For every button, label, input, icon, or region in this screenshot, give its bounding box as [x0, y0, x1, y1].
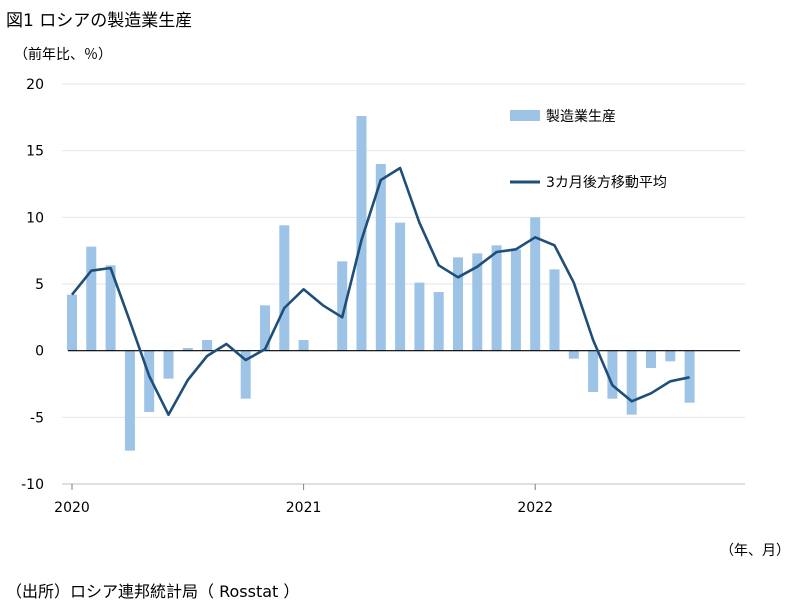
moving-average-line	[70, 166, 690, 417]
y-axis-unit: （前年比、％）	[14, 47, 112, 63]
bar	[510, 249, 521, 351]
bar	[279, 225, 290, 351]
bar	[453, 257, 463, 351]
bar	[530, 217, 541, 351]
line-series	[70, 166, 690, 417]
bar-series	[67, 116, 695, 451]
bar	[260, 305, 270, 351]
bar	[86, 246, 97, 351]
chart-title: 図1 ロシアの製造業生産	[6, 11, 193, 31]
x-tick-label: 2022	[517, 500, 553, 516]
x-tick-label: 2021	[286, 500, 322, 516]
bar	[395, 222, 406, 351]
y-tick-label: 0	[35, 344, 44, 360]
bar	[588, 350, 599, 392]
bar	[124, 350, 135, 451]
bar	[144, 350, 155, 412]
bar	[163, 350, 174, 379]
bar	[337, 261, 348, 351]
x-axis-unit: （年、月）	[720, 543, 790, 559]
bar	[549, 269, 560, 351]
y-tick-label: 5	[35, 277, 44, 293]
legend-bar-label: 製造業生産	[546, 109, 616, 125]
bar	[202, 340, 213, 351]
bar	[491, 245, 502, 351]
source-note: （出所）ロシア連邦統計局（ Rosstat ）	[6, 582, 300, 601]
legend-bar-swatch	[510, 110, 540, 121]
bar	[414, 282, 425, 351]
y-tick-label: 15	[26, 144, 44, 160]
x-tick-label: 2020	[54, 500, 90, 516]
legend-line-label: 3カ月後方移動平均	[546, 175, 667, 191]
bar	[607, 350, 618, 399]
bar	[105, 265, 116, 351]
bar	[67, 294, 77, 351]
y-tick-label: -10	[21, 477, 44, 493]
tick-labels: 20 15 10 5 0 -5 -10 2020 2021 2022	[21, 77, 553, 516]
bar	[356, 116, 367, 351]
bar	[433, 292, 444, 351]
bar	[298, 340, 309, 351]
bar	[240, 350, 251, 399]
y-tick-label: 10	[26, 210, 44, 226]
bar	[626, 350, 637, 415]
bar	[568, 350, 579, 359]
bar	[684, 350, 695, 403]
legend: 製造業生産 3カ月後方移動平均	[510, 109, 667, 191]
bar	[182, 348, 193, 351]
bar	[472, 253, 483, 351]
bar	[375, 164, 386, 351]
y-tick-label: 20	[26, 77, 44, 93]
bar	[646, 350, 656, 368]
y-tick-label: -5	[30, 410, 44, 426]
bar	[665, 350, 676, 362]
